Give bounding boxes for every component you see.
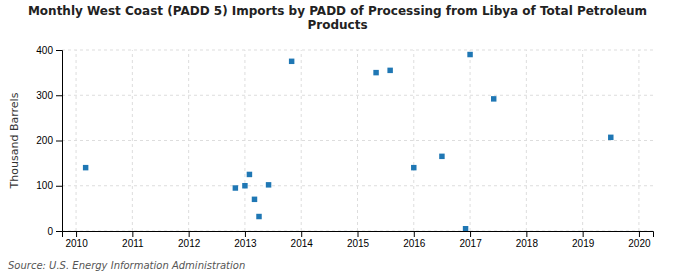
tick: 2018 [516, 231, 539, 249]
tick-mark [56, 231, 62, 232]
title-line: Monthly West Coast (PADD 5) Imports by P… [28, 4, 647, 18]
annotation: Source: U.S. Energy Information Administ… [8, 260, 245, 271]
tick-mark [56, 186, 62, 187]
tick-label: 2015 [347, 238, 370, 249]
point [233, 185, 238, 190]
tick-label: 2014 [291, 238, 314, 249]
tick: 2014 [291, 231, 314, 249]
tick-mark [639, 231, 640, 237]
point [242, 183, 247, 188]
tick: 300 [36, 90, 62, 101]
tick-mark [470, 231, 471, 237]
tick-mark [583, 231, 584, 237]
tick-label: 0 [47, 226, 53, 237]
tick-mark [358, 231, 359, 237]
title: Monthly West Coast (PADD 5) Imports by P… [28, 4, 647, 32]
tick-label: 2017 [459, 238, 482, 249]
chart-svg: Monthly West Coast (PADD 5) Imports by P… [0, 0, 675, 275]
tick: 2011 [122, 231, 144, 249]
tick-mark [301, 231, 302, 237]
tick-mark [76, 231, 77, 237]
point [439, 154, 444, 159]
tick-label: 100 [36, 180, 53, 191]
tick-label: 2011 [122, 238, 144, 249]
tick-label: 300 [36, 90, 53, 101]
tick-mark [245, 231, 246, 237]
plot-area [83, 52, 614, 231]
tick-label: 200 [36, 135, 53, 146]
tick: 2020 [628, 231, 651, 249]
point [608, 135, 613, 140]
title-line: Products [307, 18, 367, 32]
point [387, 68, 392, 73]
tick-label: 2012 [178, 238, 201, 249]
point [411, 165, 416, 170]
tick-mark [189, 231, 190, 237]
tick: 2017 [459, 231, 482, 249]
tick: 200 [36, 135, 62, 146]
grid [62, 50, 653, 231]
tick-label: 400 [36, 45, 53, 56]
grid-line-y [62, 140, 653, 141]
tick: 2016 [403, 231, 426, 249]
tick-label: 2013 [234, 238, 257, 249]
point [289, 59, 294, 64]
point [467, 52, 472, 57]
tick-mark [132, 231, 133, 237]
tick-label: 2020 [628, 238, 651, 249]
tick: 2010 [65, 231, 88, 249]
tick: 2012 [178, 231, 201, 249]
tick-mark [526, 231, 527, 237]
tick-mark [56, 141, 62, 142]
grid-line-y [62, 50, 653, 51]
x-axis: 2010 2011 2012 2013 2014 2015 2016 2017 2018 2019… [63, 231, 654, 249]
point [256, 214, 261, 219]
tick: 2013 [234, 231, 257, 249]
y-axis: 0 100 200 300 400 [36, 45, 62, 237]
axis-line [63, 232, 654, 238]
grid-line-x [132, 50, 133, 231]
point [463, 226, 468, 231]
point [373, 70, 378, 75]
point [247, 172, 252, 177]
grid-line-y [62, 185, 653, 186]
tick-label: 2010 [65, 238, 88, 249]
grid-line-x [413, 50, 414, 231]
tick: 2015 [347, 231, 370, 249]
point [266, 182, 271, 187]
axis-line [56, 51, 63, 232]
point [491, 96, 496, 101]
point [252, 197, 257, 202]
tick: 2019 [572, 231, 595, 249]
tick-label: 2018 [516, 238, 539, 249]
tick-label: 2019 [572, 238, 595, 249]
tick-mark [414, 231, 415, 237]
point [83, 165, 88, 170]
tick: 100 [36, 180, 62, 191]
chart-container: Monthly West Coast (PADD 5) Imports by P… [0, 0, 675, 275]
y-axis-label: Thousand Barrels [8, 92, 21, 189]
tick-mark [56, 95, 62, 96]
tick: 0 [47, 226, 62, 237]
grid-line-x [301, 50, 302, 231]
grid-line-y [62, 95, 653, 96]
tick: 400 [36, 45, 62, 56]
tick-mark [56, 50, 62, 51]
tick-label: 2016 [403, 238, 426, 249]
grid-line-x [582, 50, 583, 231]
